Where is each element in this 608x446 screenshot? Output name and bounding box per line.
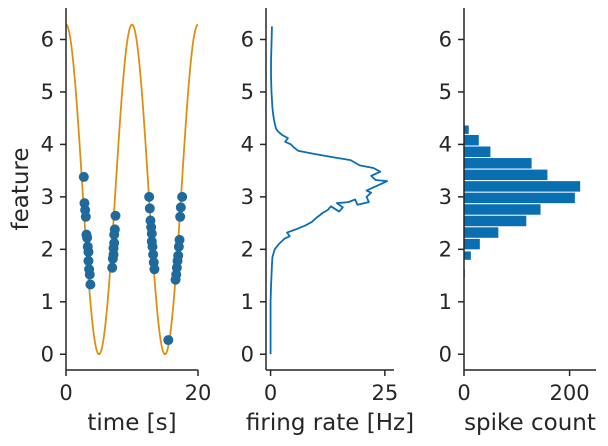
panel-1-spike-point-27 (147, 241, 158, 252)
panel-1-spike-point-21 (144, 191, 155, 202)
panel-1-spike-point-12 (85, 279, 96, 290)
panel-2-xtick-label-1: 25 (371, 381, 398, 405)
panel-1-spike-point-20 (110, 210, 121, 221)
panel-1-spike-point-25 (146, 228, 157, 239)
panel-1-ytick-label-4: 4 (41, 132, 54, 156)
panel-1-x-axis-label: time [s] (87, 410, 176, 436)
panel-2-ytick-label-6: 6 (241, 27, 254, 51)
panel-3-bar-7 (464, 192, 575, 204)
panel-1-xtick-label-1: 20 (185, 381, 212, 405)
panel-1-spike-point-36 (173, 250, 184, 261)
panel-1-spike-point-13 (107, 262, 118, 273)
panel-3-bar-3 (464, 238, 480, 250)
panel-1-spike-point-1 (78, 171, 89, 182)
panel-3-bar-6 (464, 204, 541, 215)
panel-1-spike-point-4 (80, 211, 91, 222)
panel-3-ytick-label-2: 2 (439, 237, 452, 261)
panel-3-ytick-label-3: 3 (439, 185, 452, 209)
panel-3-bar-13 (464, 125, 469, 134)
panel-2-ytick-label-1: 1 (241, 290, 254, 314)
panel-2-ytick-label-4: 4 (241, 132, 254, 156)
panel-2-xtick-label-0: 0 (264, 381, 277, 405)
panel-1-spike-point-9 (83, 255, 94, 266)
panel-2: 0 1 2 3 4 5 6 0 25 firing rate [Hz] (241, 8, 414, 436)
panel-3-xtick-label-1: 200 (550, 381, 590, 405)
panel-2-x-axis-label: firing rate [Hz] (246, 410, 414, 436)
panel-1-ytick-label-2: 2 (41, 237, 54, 261)
panel-1-spike-point-30 (149, 264, 160, 275)
panel-1-ytick-label-5: 5 (41, 80, 54, 104)
panel-1-y-axis-label: feature (8, 147, 34, 230)
panel-2-ytick-label-0: 0 (241, 342, 254, 366)
panel-2-ytick-label-2: 2 (241, 237, 254, 261)
panel-3-bar-5 (464, 215, 527, 227)
panel-1-spike-point-38 (174, 234, 185, 245)
panel-3-bar-11 (464, 146, 491, 157)
panel-1-spike-point-8 (83, 246, 94, 257)
panel-3: 0 1 2 3 4 5 6 0 200 spike count (439, 8, 596, 436)
panel-3-ytick-label-6: 6 (439, 27, 452, 51)
panel-1-spike-point-17 (109, 238, 120, 249)
panel-3-bar-12 (464, 134, 479, 146)
panel-1-ytick-label-0: 0 (41, 342, 54, 366)
panel-1-spike-point-31 (163, 335, 174, 346)
panel-1-spike-point-28 (148, 249, 159, 260)
panel-3-bar-10 (464, 158, 532, 169)
panel-2-ytick-label-3: 3 (241, 185, 254, 209)
panel-1-ytick-label-6: 6 (41, 27, 54, 51)
panel-1-spike-point-39 (175, 211, 186, 222)
panel-1-spike-point-22 (144, 203, 155, 214)
panel-1-spike-point-6 (82, 232, 93, 243)
panel-3-bar-9 (464, 169, 548, 181)
panel-1-ytick-label-3: 3 (41, 185, 54, 209)
panel-1-spike-point-11 (84, 269, 95, 280)
panel-3-ytick-label-1: 1 (439, 290, 452, 314)
panel-1-spike-point-40 (175, 202, 186, 213)
panel-1-feature-curve (65, 23, 199, 356)
panel-1-ytick-label-1: 1 (41, 290, 54, 314)
panel-3-bar-8 (464, 181, 581, 192)
panel-1: 0 1 2 3 4 5 6 0 20 time [s] feature (8, 8, 211, 436)
panel-3-ytick-label-5: 5 (439, 80, 452, 104)
panel-3-bar-2 (464, 251, 471, 260)
panel-2-ytick-label-5: 5 (241, 80, 254, 104)
panel-1-xtick-label-0: 0 (59, 381, 72, 405)
panel-1-spike-point-19 (109, 224, 120, 235)
panel-3-ytick-label-0: 0 (439, 342, 452, 366)
panel-3-xtick-label-0: 0 (457, 381, 470, 405)
panel-3-bar-4 (464, 227, 499, 238)
panel-2-firing-rate-line (269, 26, 389, 355)
panel-3-ytick-label-4: 4 (439, 132, 452, 156)
panel-1-spike-point-41 (177, 191, 188, 202)
panel-3-x-axis-label: spike count (464, 410, 596, 436)
